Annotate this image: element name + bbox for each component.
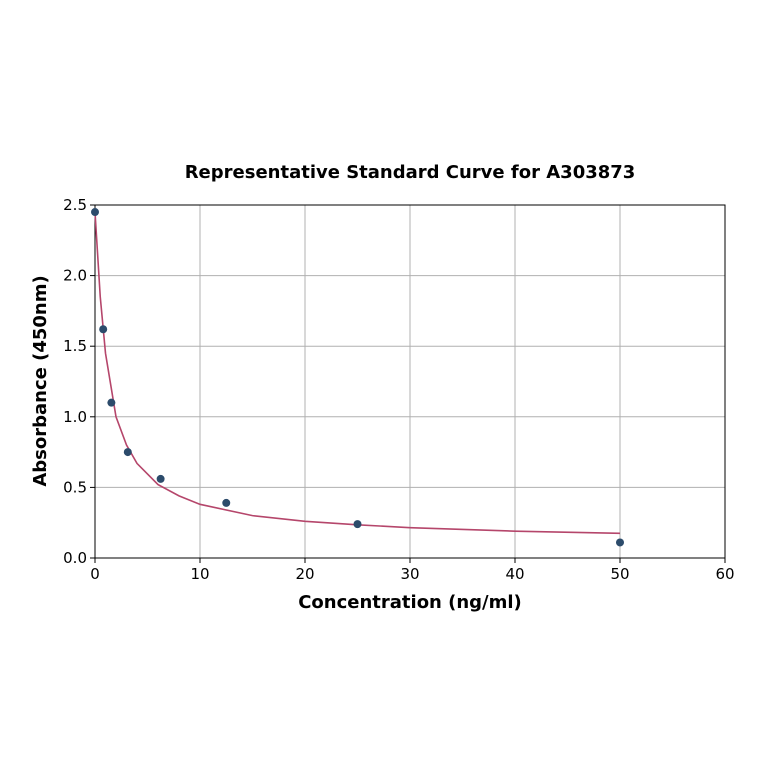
x-axis-label: Concentration (ng/ml)	[298, 592, 522, 613]
y-tick-label: 0.5	[63, 478, 87, 496]
data-point	[99, 325, 108, 334]
data-point	[616, 538, 624, 547]
data-point	[222, 498, 231, 507]
data-point	[91, 208, 99, 217]
chart-title: Representative Standard Curve for A30387…	[185, 162, 636, 183]
y-tick-label: 1.5	[63, 337, 87, 355]
y-tick-label: 1.0	[63, 408, 87, 426]
y-axis-label: Absorbance (450nm)	[30, 275, 51, 486]
fit-curve	[94, 212, 621, 535]
y-tick-label: 2.5	[63, 196, 87, 214]
data-point	[156, 474, 165, 483]
data-point	[123, 448, 132, 457]
x-tick-label: 60	[715, 565, 734, 583]
x-tick-label: 40	[505, 565, 524, 583]
x-tick-label: 30	[400, 565, 419, 583]
data-point	[107, 398, 116, 407]
x-tick-label: 10	[190, 565, 209, 583]
x-tick-label: 50	[610, 565, 629, 583]
plot-frame	[94, 204, 726, 559]
data-point	[353, 520, 362, 529]
y-tick-label: 0.0	[63, 549, 87, 567]
y-tick-label: 2.0	[63, 267, 87, 285]
x-tick-label: 0	[90, 565, 100, 583]
x-tick-label: 20	[295, 565, 314, 583]
